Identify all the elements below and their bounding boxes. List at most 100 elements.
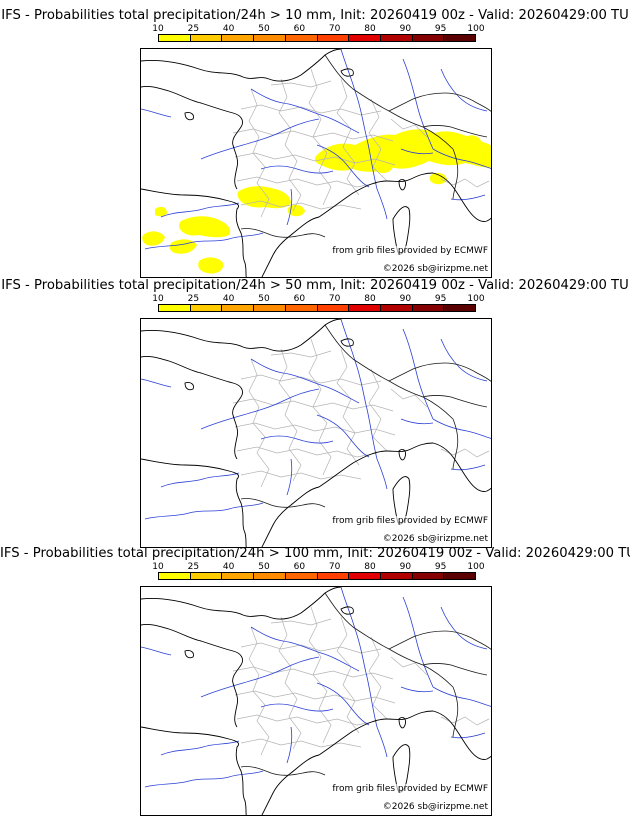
coastline-2 <box>141 624 244 728</box>
country-border-5 <box>422 395 488 408</box>
coastline-6 <box>410 172 491 222</box>
river-8 <box>440 606 488 650</box>
coastline-7 <box>392 206 411 255</box>
coastline-2 <box>141 356 244 460</box>
grib-credit: from grib files provided by ECMWF <box>332 784 488 795</box>
river-6 <box>376 188 388 220</box>
colorbar-tick-label: 40 <box>222 294 235 304</box>
coastline-5 <box>318 448 412 488</box>
colorbar-tick-label: 60 <box>293 562 306 572</box>
admin-boundary-1 <box>248 626 270 756</box>
colorbar-tick-label: 80 <box>364 294 376 304</box>
coastline-3 <box>141 188 247 277</box>
precip-area-9 <box>198 257 224 274</box>
river-7 <box>402 328 434 420</box>
river-1 <box>144 502 264 520</box>
admin-boundary-11 <box>270 618 332 626</box>
river-3 <box>200 388 320 430</box>
river-6 <box>376 726 388 758</box>
colorbar-swatch <box>412 305 445 311</box>
colorbar-swatch <box>222 305 255 311</box>
river-4 <box>250 626 360 672</box>
map-frame: from grib files provided by ECMWF ©2026 … <box>140 48 492 278</box>
copyright-credit: ©2026 sb@irizpme.net <box>382 802 488 813</box>
colorbar-tick-label: 50 <box>258 562 270 572</box>
admin-boundary-8 <box>234 152 396 166</box>
country-border-5 <box>422 663 488 676</box>
colorbar-tick-label: 25 <box>187 24 200 34</box>
colorbar-swatch <box>254 573 286 579</box>
map-panel-100mm: IFS - Probabilities total precipitation/… <box>0 546 630 822</box>
river-13 <box>400 686 434 693</box>
coastline-10 <box>184 382 194 391</box>
coastline-1 <box>141 587 342 620</box>
admin-boundary-4 <box>336 348 360 466</box>
map-panel-10mm: IFS - Probabilities total precipitation/… <box>0 8 630 284</box>
coastline-4 <box>261 754 320 815</box>
country-border-3 <box>240 766 326 776</box>
admin-boundary-13 <box>440 178 490 188</box>
admin-boundary-1 <box>248 358 270 488</box>
coastline-6 <box>410 710 491 760</box>
river-10 <box>316 682 370 726</box>
admin-boundary-4 <box>336 616 360 734</box>
colorbar-swatch <box>317 305 350 311</box>
coastline-10 <box>184 650 194 659</box>
river-12 <box>432 686 491 707</box>
admin-boundary-5 <box>368 368 388 452</box>
colorbar-tick-label: 70 <box>328 24 341 34</box>
precip-area-3 <box>429 172 447 185</box>
colorbar-swatch <box>285 35 318 41</box>
map-svg <box>141 319 491 547</box>
river-9 <box>260 165 334 174</box>
panel-title: IFS - Probabilities total precipitation/… <box>1 278 629 293</box>
colorbar-tick-label: 10 <box>152 24 164 34</box>
river-5 <box>340 319 378 460</box>
river-4 <box>250 358 360 404</box>
colorbar-tick-label: 95 <box>434 562 447 572</box>
colorbar <box>158 34 476 42</box>
colorbar-swatch <box>349 305 381 311</box>
colorbar-swatch <box>190 573 223 579</box>
river-8 <box>440 338 488 382</box>
admin-boundary-10 <box>240 738 362 748</box>
colorbar-swatch <box>159 305 191 311</box>
admin-boundary-10 <box>240 200 362 210</box>
river-1 <box>144 232 264 250</box>
colorbar-tick-label: 100 <box>467 562 485 572</box>
coastline-1 <box>141 49 342 82</box>
map-frame: from grib files provided by ECMWF ©2026 … <box>140 586 492 816</box>
river-15 <box>450 194 486 201</box>
colorbar-tick-label: 90 <box>399 562 412 572</box>
river-2 <box>160 740 240 756</box>
admin-boundary-9 <box>236 176 378 188</box>
river-9 <box>260 703 334 712</box>
colorbar-tick-label: 95 <box>434 24 447 34</box>
colorbar-swatch <box>190 35 223 41</box>
colorbar-tick-label: 25 <box>187 294 200 304</box>
river-12 <box>432 148 491 169</box>
admin-boundary-2 <box>278 348 302 482</box>
colorbar <box>158 304 476 312</box>
river-9 <box>260 435 334 444</box>
admin-boundary-8 <box>234 422 396 436</box>
grib-credit: from grib files provided by ECMWF <box>332 516 488 527</box>
colorbar-swatch <box>317 35 350 41</box>
admin-boundary-12 <box>390 118 428 138</box>
colorbar-swatch <box>222 35 255 41</box>
river-6 <box>376 458 388 490</box>
colorbar-swatch <box>159 573 191 579</box>
country-border-4 <box>388 630 491 650</box>
admin-boundary-10 <box>240 470 362 480</box>
colorbar-swatch <box>444 305 476 311</box>
country-border-4 <box>388 92 491 112</box>
colorbar-swatch <box>444 35 476 41</box>
colorbar-tick-label: 60 <box>293 294 306 304</box>
colorbar-tick-label: 90 <box>399 24 412 34</box>
coastline-5 <box>318 716 412 756</box>
precip-area-11 <box>459 135 481 148</box>
coastline-4 <box>261 216 320 277</box>
basemap <box>141 49 491 277</box>
river-15 <box>450 732 486 739</box>
colorbar-tick-label: 50 <box>258 294 270 304</box>
